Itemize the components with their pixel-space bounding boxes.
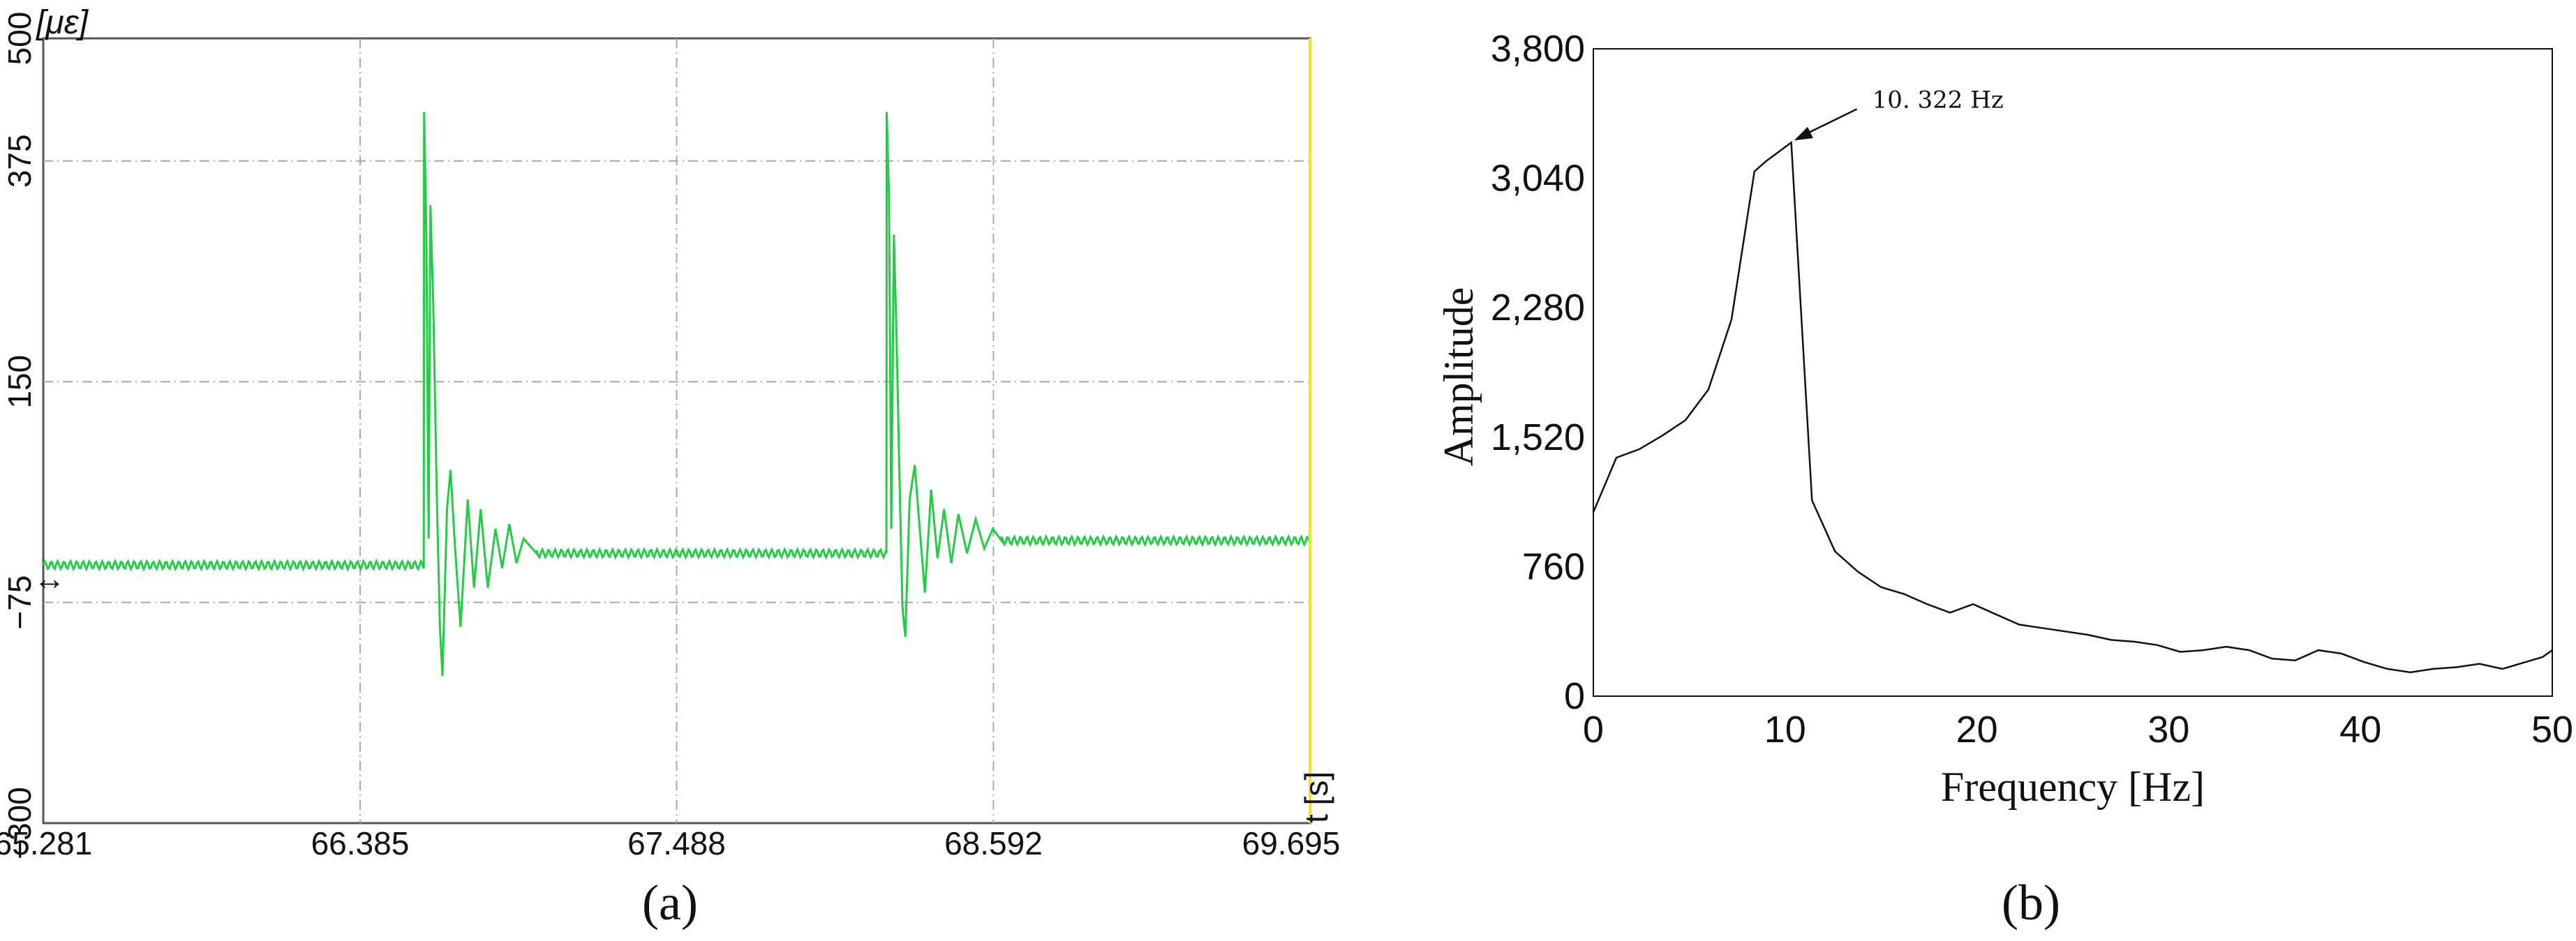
y-tick-label: 375 [1, 134, 38, 188]
cursor-arrow-icon[interactable]: ↔ [33, 560, 66, 596]
x-tick-label: 0 [1583, 709, 1604, 751]
y-tick-label: 3,800 [1491, 28, 1585, 70]
peak-annotation-label: 10. 322 Hz [1873, 86, 2004, 114]
unit-label-a: [με] [36, 4, 89, 41]
y-tick-label: −300 [1, 787, 38, 859]
grid-a [43, 38, 1310, 823]
x-tick-label: 68.592 [944, 825, 1043, 861]
y-tick-label: 2,280 [1491, 287, 1585, 329]
x-tick-label: 20 [1956, 709, 1998, 751]
x-tick-label: 66.385 [311, 825, 410, 861]
plot-area-b [1593, 48, 2553, 697]
y-axis-label-b: Amplitude [1436, 287, 1482, 467]
x-tick-label: 69.695 [1242, 825, 1341, 861]
x-tick-labels-a: 65.281 66.385 67.488 68.592 69.695 [0, 825, 1340, 861]
y-tick-label: 760 [1522, 545, 1585, 587]
spectrum-series-line [1592, 140, 2553, 674]
x-tick-label: 40 [2339, 709, 2381, 751]
y-tick-label: −75 [1, 575, 38, 630]
strain-series-line [42, 112, 1311, 677]
x-tick-label: 30 [2147, 709, 2189, 751]
y-tick-label: 1,520 [1491, 416, 1585, 458]
x-tick-label: 65.281 [0, 825, 92, 861]
x-axis-label-b: Frequency [Hz] [1941, 764, 2205, 810]
y-tick-label: 0 [1564, 675, 1585, 717]
x-tick-label: 10 [1764, 709, 1806, 751]
chart-panel-b: 0 760 1,520 2,280 3,040 3,800 0 10 20 30 40 50 10.… [1436, 28, 2573, 931]
x-axis-label-a: t [s] [1298, 771, 1334, 823]
panel-label-b: (b) [2002, 875, 2060, 931]
x-tick-label: 50 [2531, 709, 2573, 751]
peak-annotation-arrowhead [1794, 126, 1813, 141]
y-tick-labels-b: 0 760 1,520 2,280 3,040 3,800 [1491, 28, 1585, 717]
panel-label-a: (a) [642, 875, 698, 931]
y-tick-label: 500 [1, 12, 38, 66]
y-tick-label: 150 [1, 355, 38, 409]
y-tick-label: 3,040 [1491, 158, 1585, 200]
chart-panel-a: ↔ 500 375 150 −75 −300 65.281 66.385 67.488 68.… [0, 4, 1340, 931]
x-tick-label: 67.488 [627, 825, 726, 861]
x-tick-labels-b: 0 10 20 30 40 50 [1583, 709, 2573, 751]
y-tick-labels-a: 500 375 150 −75 −300 [1, 12, 38, 859]
